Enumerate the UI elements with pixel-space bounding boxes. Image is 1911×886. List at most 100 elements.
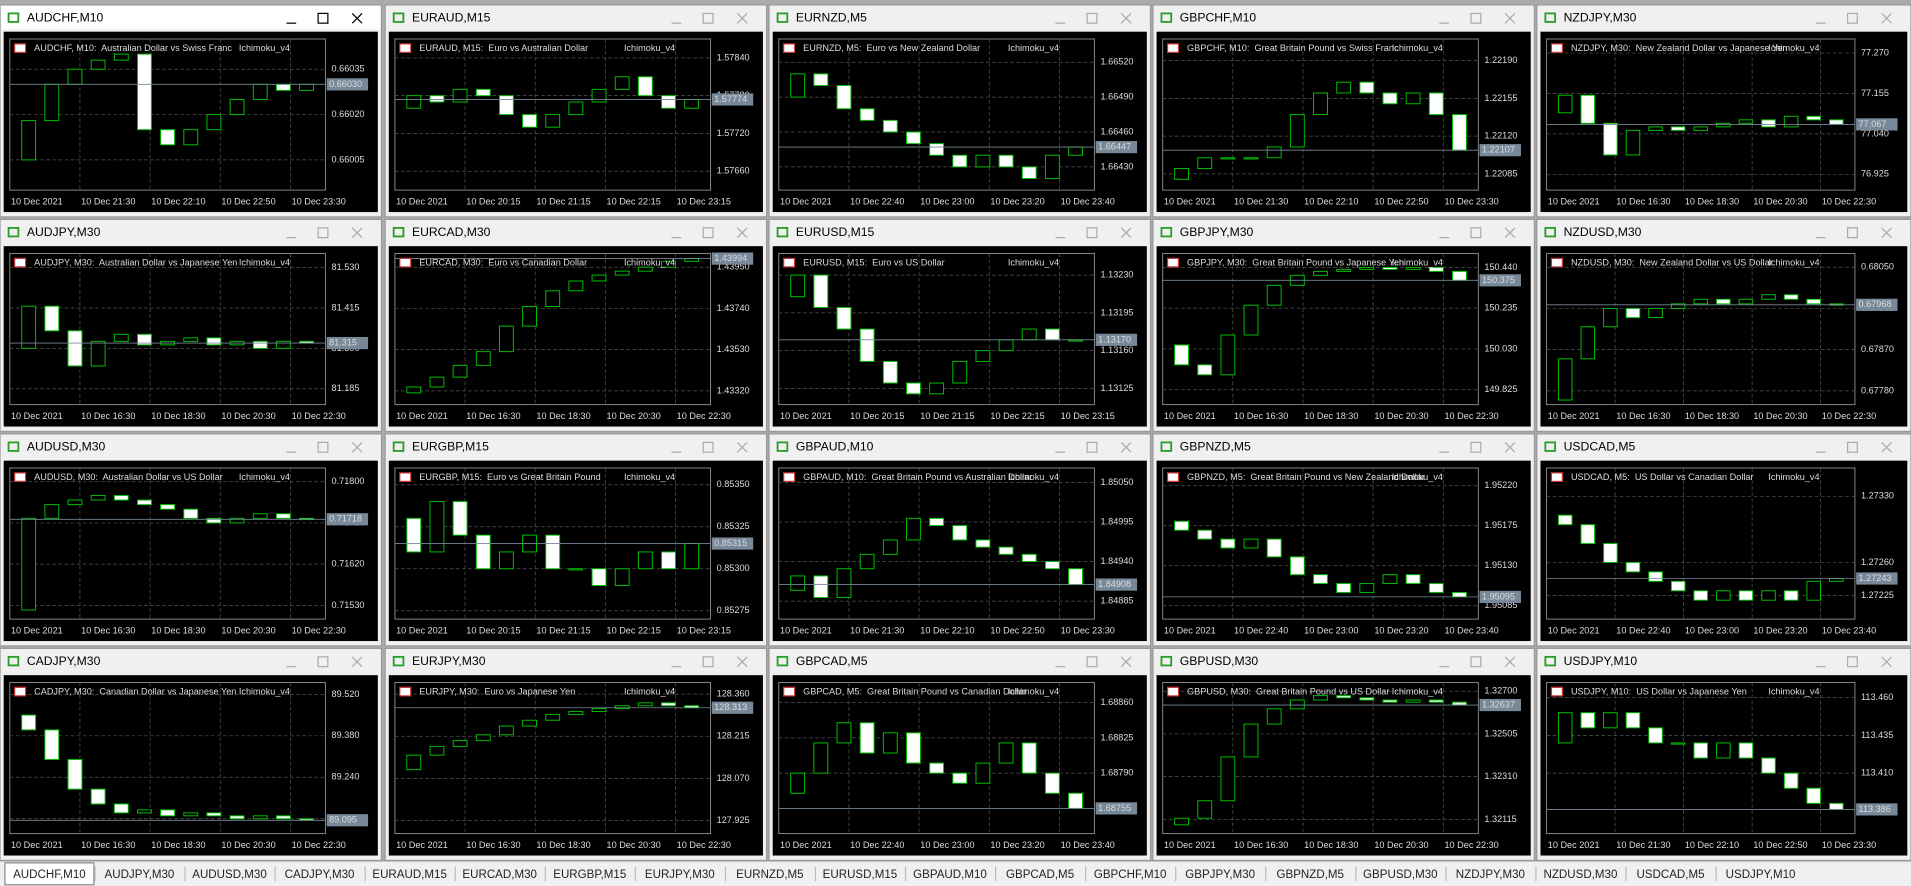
- close-button[interactable]: [736, 656, 748, 668]
- tab[interactable]: [635, 862, 725, 885]
- tab-label[interactable]: EURAUD,M15: [372, 869, 447, 881]
- candle: [67, 759, 83, 790]
- candle: [1021, 328, 1037, 341]
- tab-label[interactable]: USDCAD,M5: [1636, 869, 1704, 881]
- maximize-button[interactable]: [1846, 12, 1858, 24]
- candle: [1174, 168, 1190, 180]
- maximize-button[interactable]: [317, 656, 329, 668]
- tab-label[interactable]: EURNZD,M5: [736, 869, 803, 881]
- maximize-button[interactable]: [317, 12, 329, 24]
- close-button[interactable]: [1120, 656, 1132, 668]
- indicator-name: Ichimoku_v4: [1768, 687, 1819, 697]
- tab-label[interactable]: CADJPY,M30: [285, 869, 355, 881]
- tab-label[interactable]: EURJPY,M30: [645, 869, 715, 881]
- maximize-button[interactable]: [317, 441, 329, 453]
- maximize-button[interactable]: [317, 227, 329, 239]
- price-tick-label: 1.43950: [717, 262, 750, 272]
- close-button[interactable]: [736, 12, 748, 24]
- close-button[interactable]: [351, 12, 363, 24]
- chart-header: NZDUSD, M30: New Zealand Dollar vs US Do…: [1571, 258, 1773, 268]
- candle: [1670, 742, 1686, 745]
- maximize-button[interactable]: [1086, 656, 1098, 668]
- close-button[interactable]: [1120, 12, 1132, 24]
- close-button[interactable]: [351, 227, 363, 239]
- tab[interactable]: [185, 862, 274, 885]
- close-button[interactable]: [351, 656, 363, 668]
- tab[interactable]: [995, 862, 1085, 885]
- tab[interactable]: [725, 862, 815, 885]
- close-button[interactable]: [1120, 227, 1132, 239]
- tab-label[interactable]: NZDUSD,M30: [1544, 869, 1618, 881]
- close-button[interactable]: [1120, 441, 1132, 453]
- close-button[interactable]: [1504, 227, 1516, 239]
- time-label: 10 Dec 16:30: [1234, 840, 1288, 850]
- candle: [1829, 802, 1844, 810]
- maximize-button[interactable]: [702, 227, 714, 239]
- maximize-button[interactable]: [1470, 227, 1482, 239]
- close-button[interactable]: [1881, 227, 1892, 239]
- tab-label[interactable]: GBPAUD,M10: [913, 869, 987, 881]
- time-label: 10 Dec 18:30: [1685, 411, 1739, 421]
- tab[interactable]: [275, 862, 365, 885]
- tab[interactable]: [455, 862, 545, 885]
- tab-label[interactable]: GBPCHF,M10: [1094, 869, 1167, 881]
- tab[interactable]: [94, 862, 184, 885]
- tab[interactable]: [1085, 862, 1175, 885]
- maximize-button[interactable]: [1470, 441, 1482, 453]
- close-button[interactable]: [1881, 12, 1892, 24]
- close-button[interactable]: [736, 441, 748, 453]
- maximize-button[interactable]: [1086, 441, 1098, 453]
- tab-label[interactable]: EURGBP,M15: [553, 869, 626, 881]
- tab[interactable]: [1716, 862, 1806, 885]
- maximize-button[interactable]: [1846, 441, 1858, 453]
- maximize-button[interactable]: [1846, 656, 1858, 668]
- candle: [1336, 268, 1352, 272]
- tab-label[interactable]: GBPCAD,M5: [1006, 869, 1074, 881]
- tab-label[interactable]: USDJPY,M10: [1726, 869, 1796, 881]
- candle: [1783, 772, 1799, 789]
- tab[interactable]: [1445, 862, 1535, 885]
- tab-label[interactable]: EURCAD,M30: [462, 869, 537, 881]
- tab-label[interactable]: AUDJPY,M30: [105, 869, 175, 881]
- maximize-button[interactable]: [702, 656, 714, 668]
- window-title: GBPCAD,M5: [796, 654, 868, 668]
- tab[interactable]: [545, 862, 635, 885]
- tab-label[interactable]: AUDCHF,M10: [13, 869, 86, 881]
- close-button[interactable]: [736, 227, 748, 239]
- price-tick-label: 149.825: [1484, 384, 1517, 394]
- price-tick-label: 1.13230: [1101, 270, 1134, 280]
- tab-label[interactable]: NZDJPY,M30: [1456, 869, 1525, 881]
- time-label: 10 Dec 2021: [11, 197, 63, 207]
- tab[interactable]: [1535, 862, 1625, 885]
- tab[interactable]: [1355, 862, 1445, 885]
- tab[interactable]: [1175, 862, 1265, 885]
- tab[interactable]: [815, 862, 905, 885]
- close-button[interactable]: [1504, 441, 1516, 453]
- tab-label[interactable]: GBPJPY,M30: [1185, 869, 1255, 881]
- tab[interactable]: [1265, 862, 1355, 885]
- maximize-button[interactable]: [1086, 227, 1098, 239]
- chart-area: [3, 675, 378, 856]
- maximize-button[interactable]: [702, 441, 714, 453]
- close-button[interactable]: [1881, 441, 1892, 453]
- candle: [637, 702, 653, 707]
- tab[interactable]: [4, 862, 95, 886]
- tab[interactable]: [365, 862, 455, 885]
- candle: [1428, 699, 1444, 703]
- tab-label[interactable]: EURUSD,M15: [823, 869, 898, 881]
- maximize-button[interactable]: [1846, 227, 1858, 239]
- maximize-button[interactable]: [1086, 12, 1098, 24]
- maximize-button[interactable]: [1470, 656, 1482, 668]
- close-button[interactable]: [351, 441, 363, 453]
- close-button[interactable]: [1504, 656, 1516, 668]
- close-button[interactable]: [1881, 656, 1892, 668]
- tab[interactable]: [1626, 862, 1715, 885]
- tab-label[interactable]: GBPUSD,M30: [1363, 869, 1438, 881]
- tab-label[interactable]: GBPNZD,M5: [1277, 869, 1344, 881]
- maximize-button[interactable]: [702, 12, 714, 24]
- maximize-button[interactable]: [1470, 12, 1482, 24]
- tab-label[interactable]: AUDUSD,M30: [192, 869, 267, 881]
- tab[interactable]: [905, 862, 995, 885]
- time-label: 10 Dec 23:30: [292, 197, 346, 207]
- close-button[interactable]: [1504, 12, 1516, 24]
